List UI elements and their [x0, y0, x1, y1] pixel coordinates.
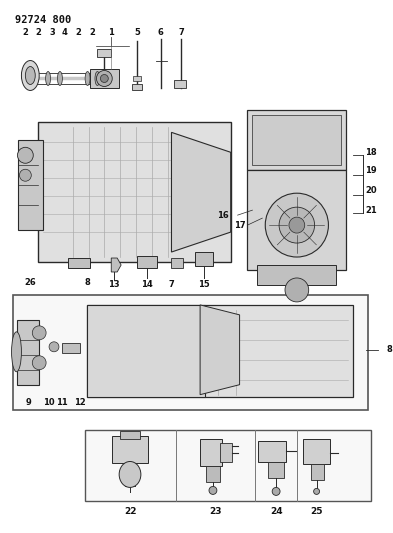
Text: 25: 25: [310, 507, 323, 516]
Text: 14: 14: [141, 280, 152, 289]
Circle shape: [279, 207, 315, 243]
Text: 8: 8: [387, 345, 393, 354]
Text: 8: 8: [84, 278, 90, 287]
Text: 20: 20: [365, 185, 377, 195]
Ellipse shape: [105, 71, 110, 85]
Bar: [84, 430, 371, 502]
Text: 92724 800: 92724 800: [15, 15, 71, 25]
Circle shape: [314, 488, 320, 495]
Bar: [97, 49, 111, 56]
Bar: [258, 441, 286, 463]
Circle shape: [49, 342, 59, 352]
Bar: [120, 431, 140, 439]
Text: 6: 6: [158, 28, 163, 37]
Circle shape: [265, 193, 329, 257]
Ellipse shape: [85, 71, 90, 85]
Text: 12: 12: [74, 398, 86, 407]
Bar: [252, 116, 341, 165]
Circle shape: [32, 326, 46, 340]
Text: 9: 9: [26, 398, 31, 407]
Ellipse shape: [11, 332, 22, 372]
Text: 2: 2: [35, 28, 41, 37]
Circle shape: [32, 356, 46, 370]
Text: 7: 7: [169, 280, 174, 289]
Bar: [257, 265, 336, 285]
Text: 26: 26: [24, 278, 36, 287]
Text: 17: 17: [234, 221, 245, 230]
Ellipse shape: [22, 61, 39, 91]
Bar: [248, 110, 346, 170]
Bar: [248, 170, 346, 270]
Bar: [86, 305, 353, 397]
Text: 13: 13: [108, 280, 120, 289]
Text: 2: 2: [22, 28, 28, 37]
Text: 3: 3: [49, 28, 55, 37]
Bar: [220, 442, 232, 463]
Circle shape: [19, 169, 31, 181]
Bar: [133, 77, 141, 82]
Bar: [311, 464, 325, 480]
Circle shape: [100, 75, 108, 83]
Bar: [90, 69, 119, 88]
Circle shape: [272, 487, 280, 495]
Polygon shape: [200, 305, 240, 394]
Bar: [13, 295, 368, 410]
Bar: [112, 435, 148, 464]
Ellipse shape: [46, 71, 51, 85]
Text: 24: 24: [270, 507, 283, 516]
Polygon shape: [111, 258, 121, 272]
Ellipse shape: [57, 71, 62, 85]
Bar: [86, 305, 205, 397]
Ellipse shape: [95, 71, 100, 85]
Polygon shape: [171, 132, 231, 252]
Text: 23: 23: [209, 507, 222, 516]
Text: 19: 19: [365, 166, 377, 175]
Circle shape: [285, 278, 309, 302]
Bar: [174, 80, 186, 88]
Text: 10: 10: [43, 398, 55, 407]
Bar: [171, 258, 183, 268]
Text: 21: 21: [365, 206, 377, 215]
Text: 4: 4: [62, 28, 68, 37]
Bar: [137, 256, 157, 268]
Bar: [206, 466, 220, 482]
Circle shape: [17, 147, 33, 163]
Ellipse shape: [119, 462, 141, 487]
Text: 11: 11: [56, 398, 68, 407]
Bar: [38, 123, 231, 262]
Text: 15: 15: [198, 280, 210, 289]
Bar: [18, 140, 43, 230]
Text: 22: 22: [124, 507, 136, 516]
Circle shape: [289, 217, 305, 233]
Bar: [195, 252, 213, 266]
Bar: [268, 463, 284, 479]
Text: 2: 2: [90, 28, 95, 37]
Circle shape: [96, 70, 112, 86]
Text: 18: 18: [365, 148, 377, 157]
Ellipse shape: [26, 67, 35, 84]
Circle shape: [209, 487, 217, 495]
Text: 16: 16: [217, 211, 229, 220]
Bar: [132, 84, 142, 91]
Bar: [200, 439, 222, 466]
Bar: [303, 439, 331, 464]
Bar: [17, 320, 39, 385]
Text: 7: 7: [178, 28, 184, 37]
Text: 1: 1: [108, 28, 114, 37]
Bar: [62, 343, 80, 353]
Text: 2: 2: [76, 28, 82, 37]
Text: 5: 5: [134, 28, 140, 37]
Bar: [68, 258, 90, 268]
